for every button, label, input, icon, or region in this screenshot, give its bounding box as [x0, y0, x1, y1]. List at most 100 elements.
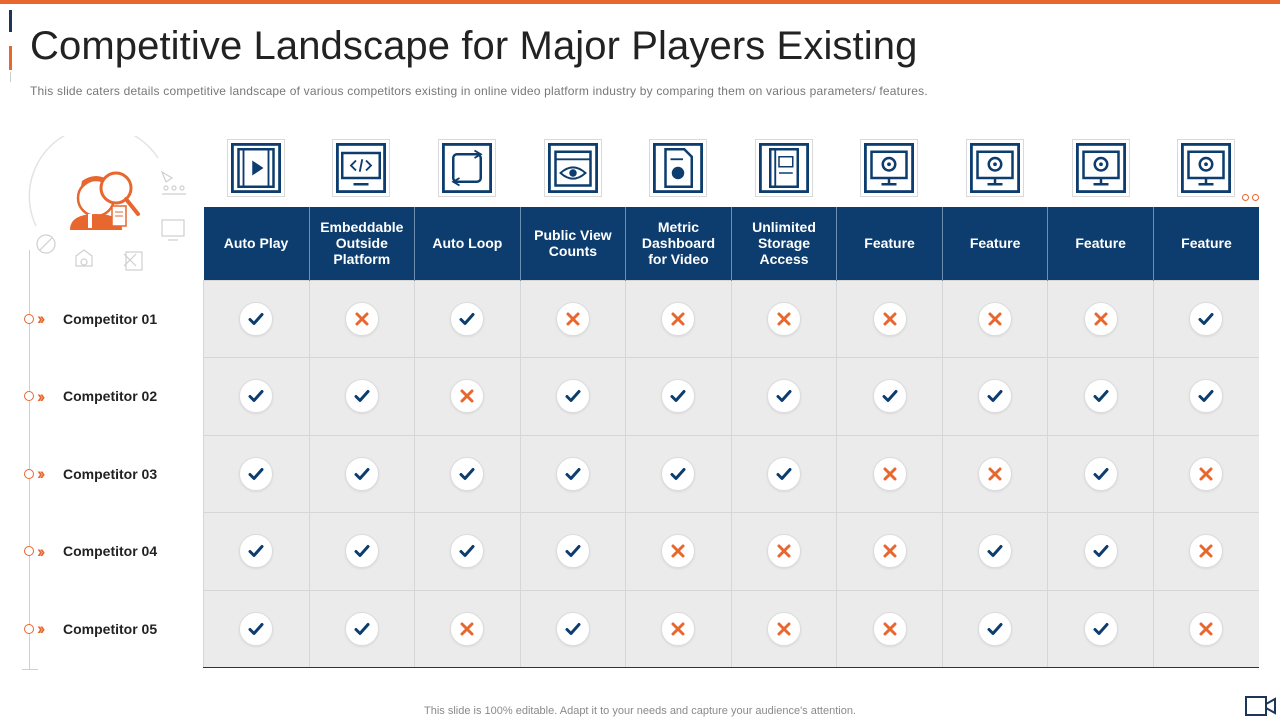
table-cell — [203, 279, 310, 358]
cross-icon — [1189, 534, 1224, 569]
feature-header: Auto Play — [203, 207, 310, 280]
competitor-item: ›› Competitor 03 — [24, 464, 157, 484]
check-icon — [1083, 611, 1118, 646]
table-cell — [625, 279, 732, 358]
title-accent-orange — [9, 46, 12, 70]
timeline-line — [29, 250, 30, 670]
cross-icon — [661, 611, 696, 646]
table-cell — [1047, 279, 1154, 358]
table-cell — [1047, 434, 1154, 513]
cross-icon — [450, 379, 485, 414]
competitor-item: ›› Competitor 05 — [24, 619, 157, 639]
check-icon — [1083, 456, 1118, 491]
cross-icon — [1083, 301, 1118, 336]
timeline-dot-icon — [24, 623, 34, 634]
table-cell — [941, 434, 1048, 513]
table-cell — [836, 434, 943, 513]
check-icon — [978, 611, 1013, 646]
check-icon — [344, 379, 379, 414]
chevron-right-icon: ›› — [37, 464, 45, 484]
check-icon — [239, 456, 274, 491]
table-cell — [941, 512, 1048, 590]
competitor-name: Competitor 05 — [63, 620, 158, 637]
table-cell — [625, 357, 732, 435]
competitor-name: Competitor 04 — [63, 543, 158, 560]
table-cell — [203, 512, 310, 590]
table-cell — [308, 589, 415, 668]
table-cell — [203, 357, 310, 435]
table-cell — [1152, 512, 1259, 590]
title-accent-navy — [9, 10, 12, 32]
cross-icon — [978, 456, 1013, 491]
feature-header: Auto Loop — [414, 207, 521, 280]
cross-icon — [872, 301, 907, 336]
timeline-dot-icon — [24, 468, 34, 479]
feature-header: Feature — [941, 207, 1048, 280]
check-icon — [767, 379, 801, 414]
code-monitor-icon — [332, 139, 391, 197]
check-icon — [661, 456, 696, 491]
check-icon — [344, 611, 379, 646]
check-icon — [555, 379, 590, 414]
table-cell — [519, 434, 626, 513]
competitor-name: Competitor 03 — [63, 465, 158, 482]
table-row — [203, 279, 1259, 358]
table-cell — [414, 434, 521, 513]
table-cell — [203, 589, 310, 668]
check-icon — [661, 379, 696, 414]
table-cell — [941, 357, 1048, 435]
table-cell — [836, 589, 943, 668]
cross-icon — [661, 301, 696, 336]
feature-header: Feature — [836, 207, 943, 280]
feature-header: Public View Counts — [519, 207, 626, 280]
book-storage-icon — [754, 139, 813, 197]
table-cell — [414, 589, 521, 668]
table-cell — [1047, 512, 1154, 590]
cross-icon — [872, 611, 907, 646]
table-cell — [203, 434, 310, 513]
video-camera-icon[interactable] — [1245, 694, 1277, 720]
check-icon — [1189, 379, 1224, 414]
cross-icon — [1189, 611, 1224, 646]
table-cell — [836, 512, 943, 590]
table-cell — [1152, 434, 1259, 513]
competitor-name: Competitor 01 — [63, 310, 158, 327]
table-cell — [308, 279, 415, 358]
check-icon — [344, 534, 379, 569]
cross-icon — [555, 301, 590, 336]
cross-icon — [767, 611, 801, 646]
table-cell — [730, 357, 837, 435]
table-cell — [625, 512, 732, 590]
table-cell — [519, 357, 626, 435]
monitor-settings-icon — [1177, 139, 1236, 197]
table-cell — [625, 434, 732, 513]
table-row — [203, 434, 1259, 513]
table-cell — [519, 512, 626, 590]
monitor-settings-icon — [1071, 139, 1130, 197]
check-icon — [239, 611, 274, 646]
table-cell — [519, 589, 626, 668]
monitor-settings-icon — [860, 139, 919, 197]
table-cell — [730, 512, 837, 590]
check-icon — [450, 534, 485, 569]
cross-icon — [1189, 456, 1224, 491]
check-icon — [239, 534, 274, 569]
check-icon — [767, 456, 801, 491]
table-cell — [730, 279, 837, 358]
feature-header: Embeddable Outside Platform — [308, 207, 415, 280]
cross-icon — [872, 456, 907, 491]
table-row — [203, 512, 1259, 590]
check-icon — [344, 456, 379, 491]
chevron-right-icon: ›› — [37, 619, 45, 639]
check-icon — [450, 301, 485, 336]
timeline-dot-icon — [24, 313, 34, 324]
decorative-circles — [1242, 194, 1259, 201]
cross-icon — [661, 534, 696, 569]
check-icon — [450, 456, 485, 491]
loop-icon — [438, 139, 496, 197]
check-icon — [1083, 534, 1118, 569]
page-title: Competitive Landscape for Major Players … — [30, 24, 918, 68]
table-cell — [414, 512, 521, 590]
table-cell — [730, 589, 837, 668]
check-icon — [1083, 379, 1118, 414]
